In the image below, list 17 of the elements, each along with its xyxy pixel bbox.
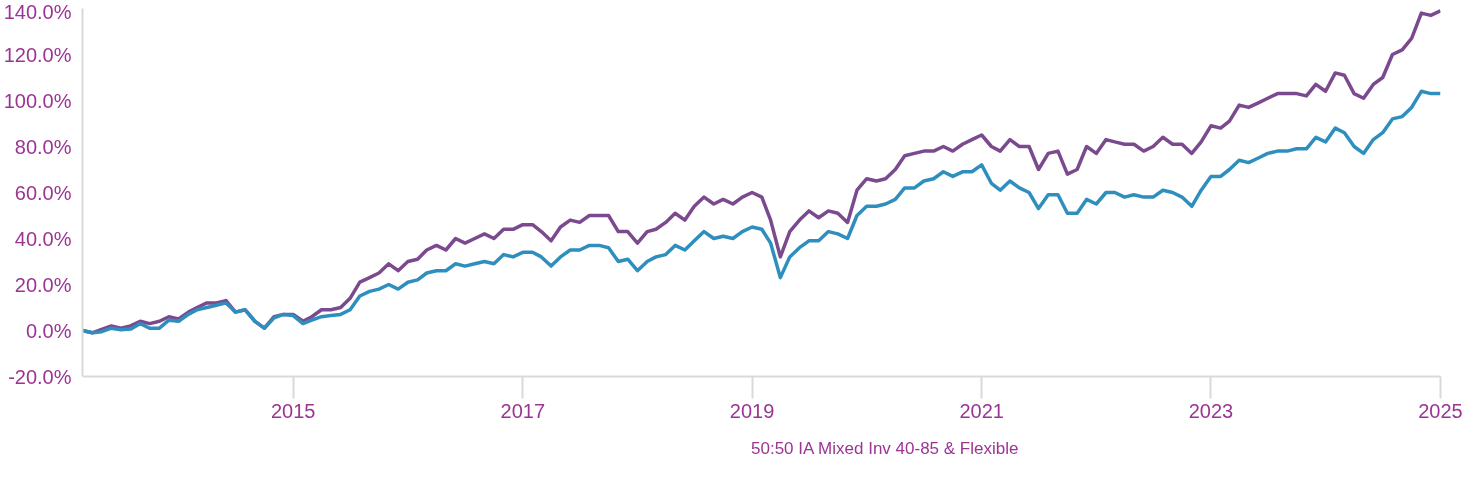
x-tick-label: 2021 <box>959 399 1004 422</box>
y-tick-label: 80.0% <box>14 135 72 158</box>
text: 50:50 IA Mixed Inv 40-85 & Flexible <box>751 439 1019 459</box>
x-tick-label: 2023 <box>1188 399 1234 422</box>
x-tick-label: 2017 <box>500 399 546 422</box>
x-tick-label: 2025 <box>1418 399 1463 422</box>
y-tick-label: 20.0% <box>14 273 72 296</box>
y-tick-label: 120.0% <box>3 43 72 66</box>
y-tick-label: 140.0% <box>3 0 72 23</box>
x-tick-label: 2015 <box>270 399 316 422</box>
y-tick-label: 60.0% <box>14 181 72 204</box>
x-tick-label: 2019 <box>729 399 775 422</box>
y-tick-label: 40.0% <box>14 227 72 250</box>
line-series <box>82 89 1441 335</box>
y-tick-label: 100.0% <box>3 89 72 112</box>
y-tick-label: -20.0% <box>8 365 72 388</box>
y-tick-label: 0.0% <box>25 319 72 342</box>
